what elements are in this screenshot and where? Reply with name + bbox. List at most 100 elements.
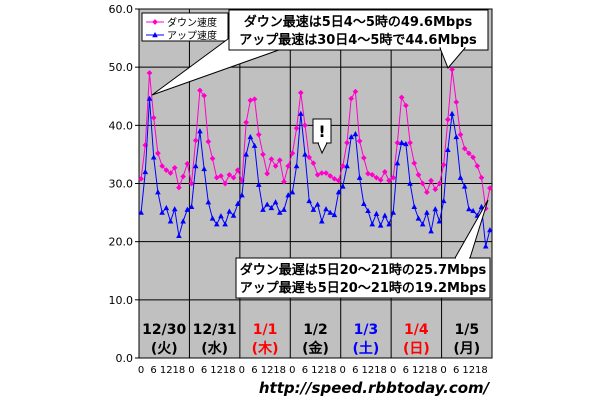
data-point-down [470,154,476,161]
data-point-down [138,176,144,182]
data-point-down [461,145,468,152]
data-point-down [436,180,443,187]
data-point-up [361,200,367,207]
data-point-up [167,218,174,224]
data-point-down [188,180,195,187]
data-point-down [197,87,203,94]
data-point-down [327,173,334,179]
x-hour-label: 0 [289,365,295,376]
data-point-down [344,139,350,146]
data-point-down [445,116,451,123]
data-point-up [150,154,157,160]
y-tick-label: 40.0 [109,119,134,132]
data-point-down [243,119,249,126]
date-label: 1/1 [253,322,278,338]
x-hour-label: 0 [239,365,245,376]
data-point-down [213,174,220,181]
data-point-up [323,206,329,212]
data-point-down [377,177,384,183]
weekday-label: (土) [353,340,380,357]
data-point-down [264,170,271,177]
series-line [140,98,491,247]
x-hour-label: 18 [172,365,185,376]
data-point-down [466,150,472,157]
weekday-label: (水) [201,340,228,357]
data-point-up [419,221,426,227]
x-hour-label: 12 [210,365,223,376]
data-point-down [226,171,233,178]
data-point-down [306,154,313,161]
data-point-up [436,218,443,224]
x-hour-label: 6 [150,365,156,376]
data-point-down [150,114,157,121]
x-hour-label: 12 [462,365,475,376]
weekday-label: (火) [151,341,178,357]
data-point-down [209,155,216,162]
data-point-up [319,218,325,224]
data-point-down [348,95,355,102]
data-point-up [478,203,485,209]
x-hour-label: 18 [324,365,337,376]
y-tick-label: 10.0 [109,294,134,307]
data-point-up [390,209,397,215]
data-point-down [440,162,447,168]
data-point-up [184,206,191,212]
data-point-down [398,94,405,101]
x-hour-label: 12 [261,365,274,376]
x-hour-label: 6 [201,365,207,376]
weekday-label: (木) [252,340,279,357]
data-point-down [276,157,283,164]
data-point-down [394,139,401,146]
date-label: 12/30 [142,322,186,338]
data-point-up [428,228,434,234]
data-point-down [155,150,161,157]
data-point-up [331,211,338,218]
data-point-down [230,174,237,181]
x-hour-label: 0 [390,365,396,376]
data-point-down [272,163,279,169]
data-point-down [369,171,376,178]
data-point-down [192,137,199,144]
data-point-up [461,183,468,189]
data-point-down [323,170,329,176]
data-point-up [348,133,355,140]
data-point-down [293,125,300,132]
data-point-up [192,163,199,169]
data-point-down [478,174,485,181]
data-point-down [218,173,224,179]
data-point-up [453,133,460,140]
data-point-up [386,221,392,227]
data-point-down [171,164,178,171]
data-point-up [415,215,422,221]
data-point-up [407,180,413,186]
date-label: 1/2 [303,322,328,338]
date-label: 1/5 [454,322,479,338]
data-point-down [419,180,426,187]
data-point-up [356,174,363,180]
legend-label: アップ速度 [167,29,217,42]
data-point-up [201,165,207,172]
data-point-up [188,203,195,209]
data-point-down [205,138,212,145]
data-point-down [268,156,275,162]
x-hour-label: 6 [251,365,257,376]
data-point-up [213,221,220,227]
data-point-up [142,168,149,175]
data-point-up [327,209,334,215]
x-hour-label: 18 [475,365,488,376]
data-point-up [365,207,371,214]
data-point-up [234,200,241,207]
data-point-down [331,176,338,182]
y-tick-label: 0.0 [116,352,134,365]
data-point-up [403,140,409,147]
x-hour-label: 12 [160,365,173,376]
data-point-up [176,232,182,239]
weekday-label: (月) [453,341,480,357]
data-point-up [155,189,161,195]
data-point-down [474,163,481,169]
x-hour-label: 6 [352,365,358,376]
data-point-up [352,131,359,137]
x-hour-label: 18 [374,365,387,376]
